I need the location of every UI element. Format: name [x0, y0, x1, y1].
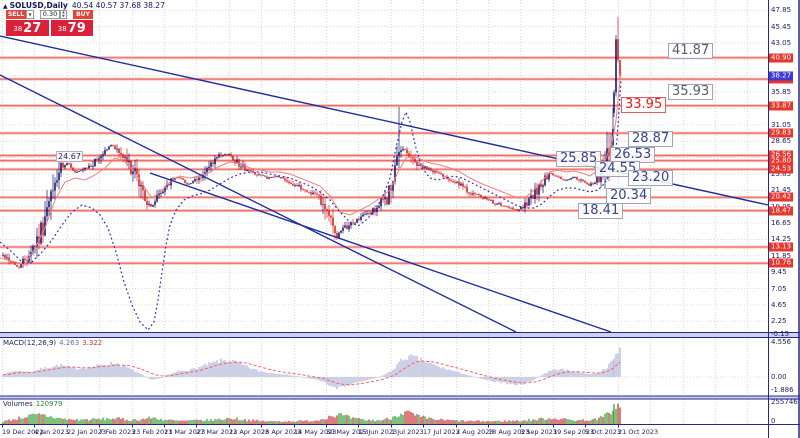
price-axis-label: 7.05	[771, 284, 787, 293]
level-price-label: 33.87	[769, 101, 794, 111]
level-price-label: 20.42	[769, 192, 794, 202]
price-callout-label: 35.93	[668, 84, 714, 100]
date-axis-label: 4 Jan 2023	[34, 428, 69, 436]
ohlc-values: 40.54 40.57 37.68 38.27	[71, 1, 165, 10]
price-axis-label: 21.45	[771, 186, 792, 195]
date-axis-label: 19 Sep 2023	[553, 428, 595, 436]
sell-price-small: 38	[13, 25, 23, 33]
level-price-label: 25.80	[769, 156, 794, 166]
sell-button[interactable]: SELL	[6, 10, 26, 19]
price-callout-label: 18.41	[578, 203, 624, 219]
macd-axis-label: 4.556	[771, 338, 792, 346]
date-axis-label: 18 Aug 2023	[488, 428, 530, 436]
price-axis-label: -0.15	[771, 330, 790, 338]
level-price-label: 29.83	[769, 128, 794, 138]
date-axis-label: 1 Jul 2023	[391, 428, 424, 436]
chart-title: ▲ SOLUSD,Daily 40.54 40.57 37.68 38.27	[3, 1, 165, 10]
one-click-trading-panel: SELL ▼ 0.30 ▲ ▼ BUY 38 27 38 79	[6, 10, 93, 36]
macd-signal-value: 3.322	[82, 339, 103, 347]
date-axis-label: 2 Aug 2023	[456, 428, 494, 436]
level-price-label: 24.53	[769, 164, 794, 174]
buy-price-quote[interactable]: 38 79	[50, 20, 93, 36]
buy-price-small: 38	[57, 25, 67, 33]
price-axis-label: 43.05	[771, 39, 792, 47]
date-axis-label: 27 Mar 2023	[196, 428, 238, 436]
order-type-dropdown[interactable]: ▼	[26, 10, 34, 19]
buy-price-big: 79	[67, 21, 86, 36]
buy-button[interactable]: BUY	[73, 10, 93, 19]
macd-indicator-label: MACD(12,26,9) 4.263 3.322	[3, 339, 102, 347]
chevron-down-icon: ▼	[28, 12, 32, 17]
level-price-label: 40.90	[769, 53, 794, 63]
price-axis-label: 4.65	[771, 300, 787, 309]
date-axis-label: 12 Apr 2023	[229, 428, 270, 436]
date-axis-label: 14 May 2023	[294, 428, 337, 436]
price-axis-label: 2.25	[771, 317, 787, 326]
price-axis-label: 11.85	[771, 251, 792, 260]
date-axis-label: 15 Jun 2023	[358, 428, 398, 436]
price-axis-label: 14.25	[771, 235, 792, 244]
symbol-arrow-icon: ▲	[3, 3, 8, 10]
price-callout-label: 20.34	[606, 188, 652, 204]
date-axis-label: 5 Oct 2023	[585, 428, 622, 436]
date-axis-label: 19 Dec 2022	[2, 428, 44, 436]
macd-main-value: 4.263	[59, 339, 80, 347]
level-price-label: 26.56	[769, 150, 794, 160]
stepper-down-icon[interactable]: ▼	[62, 13, 65, 18]
date-axis-label: 3 Sep 2023	[520, 428, 558, 436]
date-axis-label: 30 May 2023	[326, 428, 369, 436]
price-callout-label: 24.67	[56, 151, 83, 162]
volume-stepper[interactable]: ▲ ▼	[60, 10, 67, 19]
price-callout-label: 25.85	[556, 151, 602, 167]
current-price-label: 38.27	[769, 71, 794, 81]
level-price-label: 18.47	[769, 206, 794, 216]
price-axis-label: 31.05	[771, 120, 792, 129]
sell-price-big: 27	[23, 21, 42, 36]
level-price-label: 10.76	[769, 258, 794, 268]
volumes-name: Volumes	[3, 400, 33, 408]
volume-input[interactable]: 0.30	[40, 10, 60, 19]
price-axis-label: 35.85	[771, 88, 792, 97]
volumes-axis-label: 255746	[771, 398, 798, 406]
volumes-value: 120979	[35, 400, 63, 408]
price-callout-label: 28.87	[628, 131, 674, 147]
price-axis-label: 23.85	[771, 169, 792, 178]
date-axis-label: 17 Jul 2023	[423, 428, 460, 436]
price-axis-label: 9.45	[771, 268, 787, 277]
date-axis-label: 23 Feb 2023	[132, 428, 173, 436]
price-callout-label: 23.20	[628, 170, 674, 186]
price-callout-label: 33.95	[621, 97, 667, 113]
date-axis-label: 28 Apr 2023	[261, 428, 302, 436]
symbol-period: SOLUSD,Daily	[9, 1, 68, 10]
date-axis-label: 21 Oct 2023	[618, 428, 659, 436]
sell-price-quote[interactable]: 38 27	[6, 20, 49, 36]
date-axis-label: 11 Mar 2023	[164, 428, 206, 436]
volumes-indicator-label: Volumes 120979	[3, 400, 62, 408]
price-axis-label: 16.65	[771, 219, 792, 228]
level-price-label: 13.13	[769, 242, 794, 252]
price-axis-label: 28.65	[771, 137, 792, 146]
volumes-axis-label: 0	[771, 417, 776, 425]
price-axis-label: 47.85	[771, 6, 792, 15]
macd-axis-label: -1.886	[771, 386, 794, 394]
macd-name: MACD(12,26,9)	[3, 339, 57, 347]
price-axis-label: 45.45	[771, 22, 792, 31]
price-callout-label: 41.87	[668, 43, 714, 59]
date-axis-label: 7 Feb 2023	[99, 428, 136, 436]
stepper-up-icon[interactable]: ▲	[62, 10, 65, 14]
date-axis-label: 22 Jan 2023	[67, 428, 106, 436]
macd-axis-label: 0.00	[771, 373, 787, 381]
